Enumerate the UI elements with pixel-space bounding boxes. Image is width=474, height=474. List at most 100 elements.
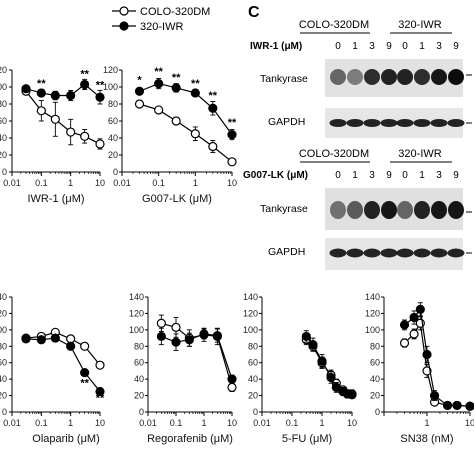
- data-point-320iwr: [184, 335, 194, 345]
- blot-band: [380, 119, 398, 127]
- y-tick-label: 120: [365, 308, 380, 318]
- data-point-colo320dm: [66, 127, 76, 137]
- data-point-colo320dm: [95, 139, 105, 149]
- significance-marker: **: [80, 378, 89, 390]
- y-tick-label: 0: [2, 167, 7, 177]
- x-axis-label: IWR-1 (μM): [27, 193, 84, 205]
- significance-marker: **: [96, 392, 105, 404]
- data-point-320iwr: [227, 374, 237, 384]
- open-circle-icon: [119, 6, 129, 16]
- data-point-320iwr: [347, 389, 357, 399]
- filled-circle-icon: [119, 21, 129, 31]
- data-point-320iwr: [171, 337, 181, 347]
- data-point-colo320dm: [227, 382, 237, 392]
- y-tick-label: 20: [0, 391, 7, 401]
- y-tick-label: 40: [370, 374, 380, 384]
- y-tick-label: 40: [248, 374, 258, 384]
- x-tick-label: 0.01: [139, 418, 157, 428]
- data-point-320iwr: [415, 304, 425, 314]
- blot-band: [431, 69, 447, 85]
- significance-marker: **: [37, 78, 46, 90]
- blot-band: [448, 69, 464, 85]
- blot-band: [329, 119, 347, 127]
- blot-band: [347, 69, 363, 85]
- series-line-colo320dm: [161, 322, 233, 388]
- blot-band: [380, 248, 398, 258]
- x-tick-label: 0.01: [253, 418, 271, 428]
- y-tick-label: 20: [370, 391, 380, 401]
- lane-concentration-label: 1: [419, 41, 425, 52]
- data-point-320iwr: [301, 331, 311, 342]
- data-point-320iwr: [317, 356, 327, 366]
- blot-band: [431, 201, 447, 219]
- x-tick-label: 10: [227, 178, 237, 188]
- significance-marker: **: [209, 90, 218, 102]
- blot2-tankyrase-bands: [330, 201, 464, 219]
- blot-band: [447, 248, 465, 258]
- data-point-colo320dm: [50, 114, 60, 124]
- data-point-colo320dm: [36, 106, 46, 116]
- y-tick-label: 20: [0, 150, 7, 160]
- lane-concentration-label: 0: [335, 41, 341, 52]
- lane-concentration-label: 0: [402, 170, 408, 181]
- blot-band: [397, 201, 413, 219]
- x-axis-label: G007-LK (μM): [142, 193, 212, 205]
- blot-band: [396, 119, 414, 127]
- data-point-320iwr: [36, 88, 46, 98]
- data-point-320iwr: [66, 341, 76, 351]
- significance-marker: *: [137, 75, 142, 87]
- blot2-line-colo320dm: COLO-320DM: [299, 148, 369, 160]
- lane-concentration-label: 1: [352, 41, 358, 52]
- data-point-320iwr: [429, 390, 440, 401]
- blot2-row-tankyrase: Tankyrase: [260, 203, 308, 215]
- legend: COLO-320DM 320-IWR: [112, 6, 210, 33]
- data-point-colo320dm: [409, 329, 419, 339]
- blot-band: [396, 248, 414, 258]
- blot1-condition: IWR-1 (μM): [250, 41, 302, 52]
- blot-band: [330, 201, 346, 219]
- y-tick-label: 120: [243, 308, 258, 318]
- blot-band: [330, 69, 346, 85]
- data-point-320iwr: [80, 79, 90, 90]
- x-tick-label: 0.1: [286, 418, 299, 428]
- data-point-colo320dm: [171, 116, 181, 126]
- lane-concentration-label: 0: [335, 170, 341, 181]
- data-point-colo320dm: [422, 366, 432, 376]
- data-point-320iwr: [409, 312, 419, 323]
- y-tick-label: 80: [134, 341, 144, 351]
- data-point-320iwr: [21, 334, 31, 344]
- blot1-tankyrase-bands: [330, 69, 464, 85]
- blot-band: [381, 201, 397, 219]
- data-point-320iwr: [95, 386, 105, 397]
- y-tick-label: 20: [248, 391, 258, 401]
- series-line-colo320dm: [139, 103, 233, 163]
- y-tick-label: 0: [113, 167, 118, 177]
- chart-5fu: 0 20 40 60 80 100 120 140 0.01 0.1 1 10 5-FU (μM): [243, 292, 357, 445]
- x-tick-label: 10: [95, 418, 105, 428]
- data-point-colo320dm: [190, 129, 200, 139]
- y-tick-label: 100: [243, 325, 258, 335]
- data-point-320iwr: [134, 86, 145, 96]
- data-point-colo320dm: [227, 157, 237, 167]
- data-point-colo320dm: [171, 322, 181, 332]
- y-tick-label: 60: [108, 116, 118, 126]
- significance-marker: **: [96, 80, 105, 92]
- data-point-colo320dm: [80, 131, 90, 141]
- lane-concentration-label: 0: [402, 41, 408, 52]
- y-tick-label: 80: [0, 341, 7, 351]
- blot1-row-gapdh: GAPDH: [268, 116, 305, 128]
- x-tick-label: 0.1: [35, 178, 48, 188]
- y-tick-label: 0: [139, 407, 144, 417]
- significance-marker: **: [191, 78, 200, 90]
- lane-concentration-label: 9: [453, 41, 459, 52]
- x-tick-label: 1: [193, 178, 198, 188]
- y-tick-label: 140: [129, 292, 144, 302]
- y-tick-label: 40: [0, 374, 7, 384]
- data-point-colo320dm: [80, 341, 90, 351]
- lane-concentration-label: 3: [436, 170, 442, 181]
- data-point-320iwr: [308, 340, 318, 350]
